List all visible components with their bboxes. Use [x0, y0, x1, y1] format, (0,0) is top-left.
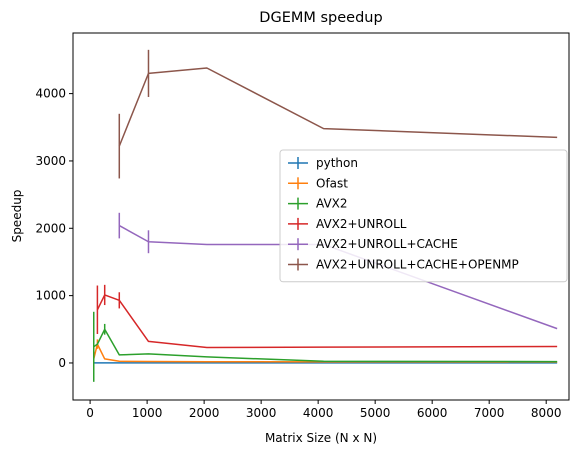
legend-item: AVX2+UNROLL+CACHE: [288, 237, 458, 251]
chart-title: DGEMM speedup: [259, 10, 382, 26]
series-line: [118, 67, 558, 147]
legend-label: AVX2+UNROLL: [316, 217, 407, 231]
y-tick-label: 0: [58, 356, 66, 370]
legend-label: python: [316, 156, 358, 170]
x-axis-label: Matrix Size (N x N): [265, 431, 377, 445]
legend-item: AVX2+UNROLL+CACHE+OPENMP: [288, 258, 519, 272]
series-line: [93, 343, 558, 363]
y-tick-label: 3000: [35, 154, 66, 168]
series-line: [96, 294, 558, 349]
x-tick-label: 4000: [303, 406, 334, 420]
x-tick-label: 3000: [246, 406, 277, 420]
legend-item: python: [288, 156, 358, 170]
x-tick-label: 5000: [360, 406, 391, 420]
y-tick-label: 2000: [35, 221, 66, 235]
x-tick-label: 8000: [531, 406, 562, 420]
series-line: [93, 328, 558, 363]
legend-label: AVX2: [316, 197, 348, 211]
y-axis: 0 1000 2000 3000 4000: [35, 87, 73, 370]
x-tick-label: 1000: [132, 406, 163, 420]
legend-item: Ofast: [288, 176, 348, 190]
legend-item: AVX2: [288, 197, 348, 211]
y-tick-label: 4000: [35, 87, 66, 101]
plot-frame: [72, 32, 570, 401]
legend-item: AVX2+UNROLL: [288, 217, 407, 231]
legend: python Ofast AVX2 AVX2+UNROLL AVX2+UNROLL+CA…: [279, 149, 568, 283]
y-tick-label: 1000: [35, 289, 66, 303]
legend-box: [279, 149, 568, 283]
legend-label: AVX2+UNROLL+CACHE+OPENMP: [316, 258, 519, 272]
series-avx2-unroll-cache-openmp: [118, 49, 558, 179]
x-tick-label: 2000: [189, 406, 220, 420]
x-tick-label: 7000: [474, 406, 505, 420]
x-tick-label: 0: [86, 406, 94, 420]
x-tick-label: 6000: [417, 406, 448, 420]
legend-label: AVX2+UNROLL+CACHE: [316, 237, 458, 251]
legend-label: Ofast: [316, 176, 348, 190]
plot-content: [93, 49, 558, 382]
series-avx2-unroll: [96, 284, 558, 349]
y-axis-label: Speedup: [10, 190, 24, 243]
series-avx2: [93, 311, 558, 382]
x-axis: 0 1000 2000 3000 4000 5000 6000 7000 8000: [86, 400, 561, 420]
